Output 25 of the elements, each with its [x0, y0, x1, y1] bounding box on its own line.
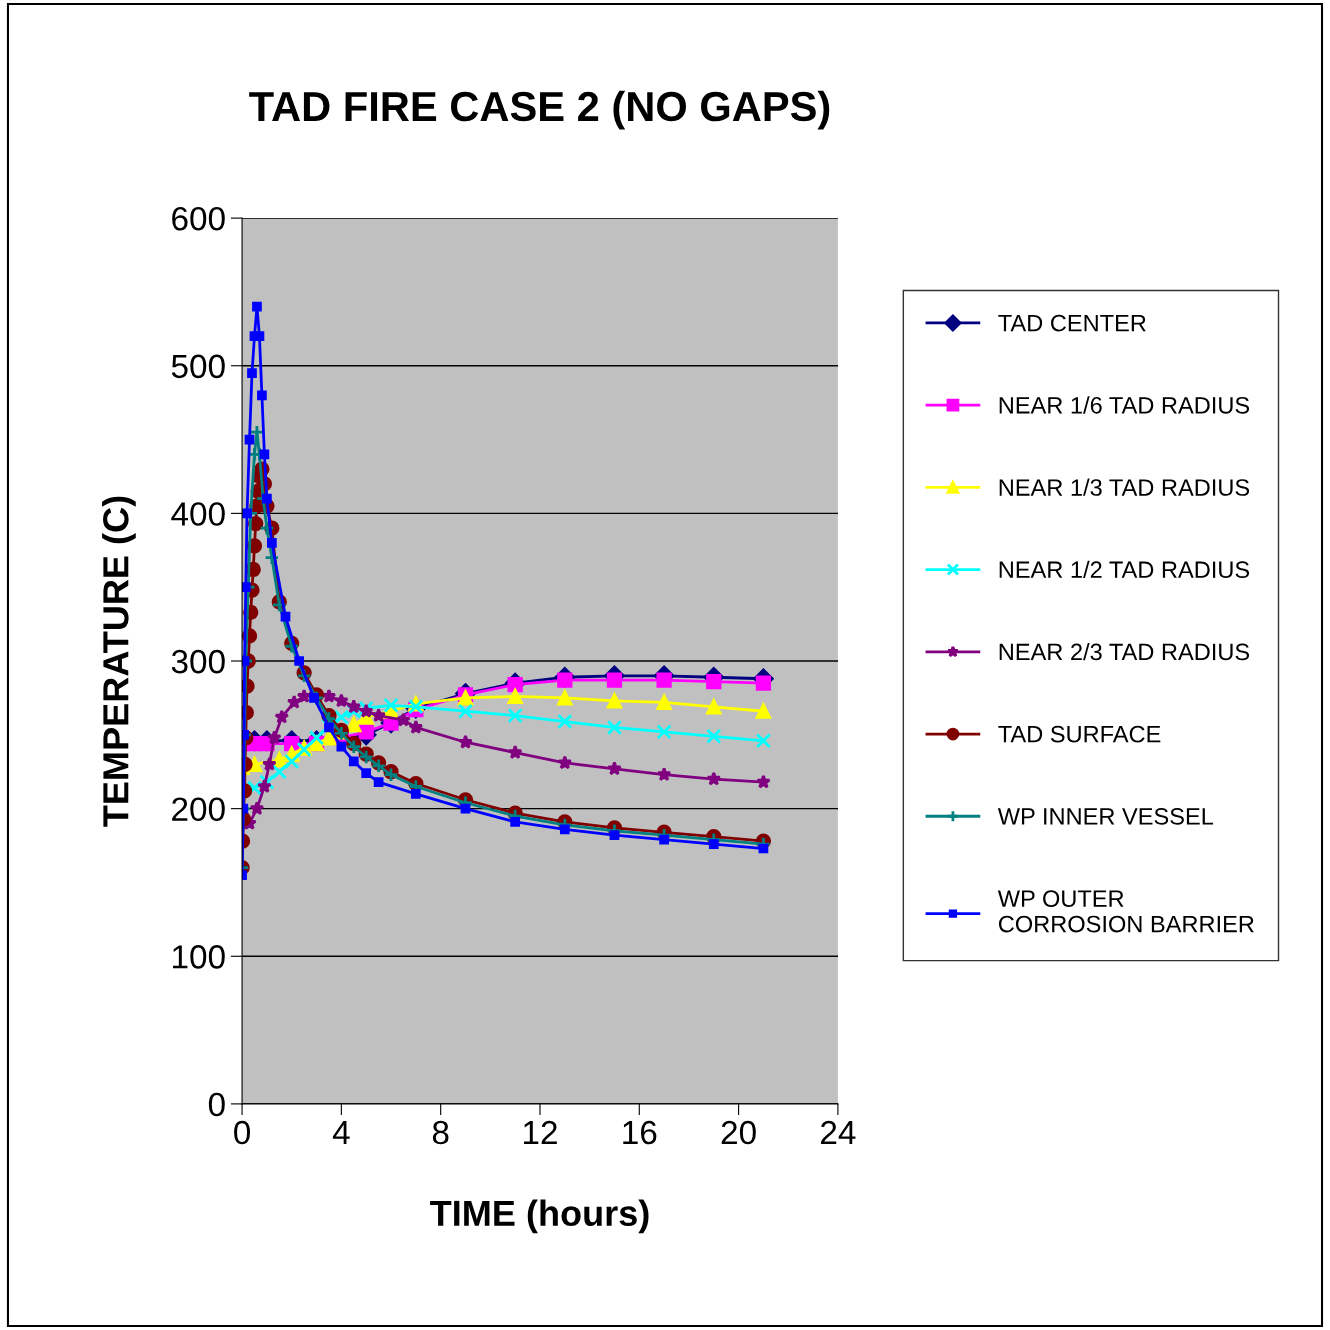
legend-label: NEAR 1/3 TAD RADIUS	[999, 478, 1250, 496]
legend-label: WP INNER VESSEL	[997, 808, 1214, 825]
chart-title: TAD FIRE CASE 2 (NO GAPS)	[249, 90, 830, 130]
y-tick-label: 500	[171, 354, 225, 379]
legend-label: NEAR 1/2 TAD RADIUS	[999, 560, 1250, 579]
x-axis-title: TIME (hours)	[430, 1199, 649, 1234]
legend-label: TAD SURFACE	[998, 725, 1161, 743]
y-tick-label: 0	[208, 1092, 225, 1117]
legend-label: WP OUTER CORROSION BARRIER	[997, 890, 1254, 933]
y-axis-title: TEMPERATURE (C)	[102, 496, 136, 827]
x-tick-label: 0	[234, 1120, 251, 1145]
x-tick-label: 16	[623, 1120, 657, 1145]
x-tick-label: 8	[432, 1120, 449, 1145]
y-tick-label: 200	[172, 797, 225, 822]
y-tick-label: 400	[171, 502, 225, 526]
y-tick-label: 100	[173, 945, 225, 969]
y-tick-label: 300	[171, 649, 225, 674]
legend-label: NEAR 1/6 TAD RADIUS	[999, 396, 1250, 414]
x-tick-label: 12	[523, 1120, 557, 1145]
legend-label: NEAR 2/3 TAD RADIUS	[999, 642, 1250, 661]
legend-label: TAD CENTER	[998, 314, 1146, 332]
x-tick-label: 4	[332, 1121, 350, 1145]
x-tick-label: 20	[721, 1120, 756, 1145]
x-tick-label: 24	[821, 1120, 856, 1145]
y-tick-label: 600	[172, 206, 225, 231]
